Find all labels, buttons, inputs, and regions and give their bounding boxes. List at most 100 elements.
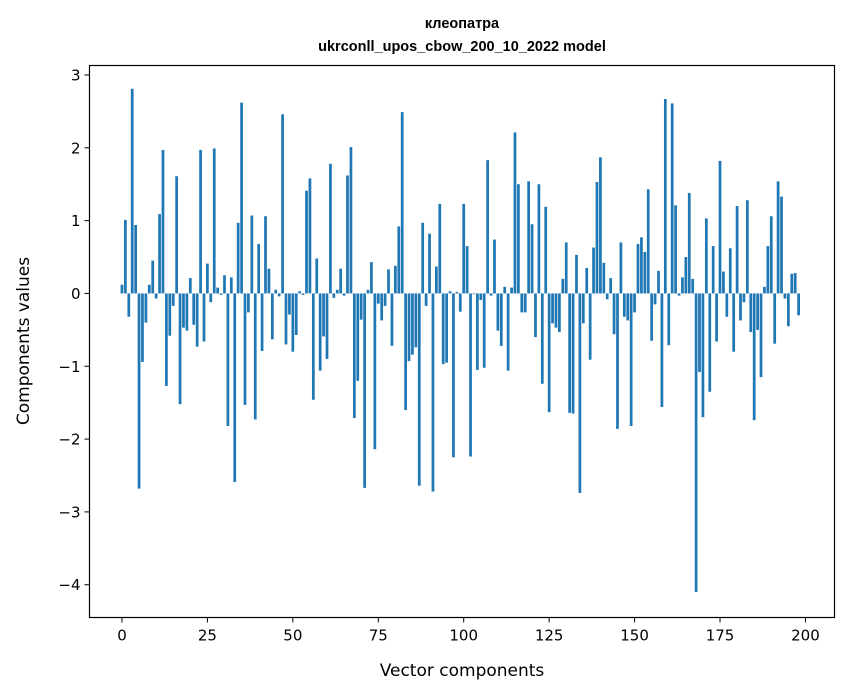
bar [739,293,742,321]
bar [575,254,578,294]
bar [619,242,623,294]
bar [424,293,428,306]
bar [499,293,503,346]
x-tick-label: 175 [706,627,735,645]
bar [588,293,592,360]
bar [732,293,736,352]
bar [458,293,462,312]
bar [332,293,336,298]
bar [616,293,619,429]
bar [571,293,575,414]
x-tick-label: 150 [620,627,649,645]
bar [441,293,445,365]
bar [315,258,319,294]
bar [373,293,377,450]
bar [694,293,698,593]
bar [397,226,401,294]
y-tick-label: 3 [71,66,81,84]
bar [366,289,370,294]
bar [520,293,524,313]
bar [134,224,137,294]
bar [780,196,783,294]
y-tick-label: −1 [58,358,80,376]
bar [308,178,312,294]
bar [376,293,380,304]
bar [199,149,202,294]
bar [411,293,414,355]
bar [206,263,209,294]
bar [653,293,657,305]
bar [544,206,548,294]
bar [728,248,732,294]
bar [431,293,435,492]
bar [517,184,520,294]
bar [407,293,411,362]
bar [182,293,185,328]
x-axis-label: Vector components [380,661,545,681]
bar [387,269,390,294]
bar [701,293,705,418]
bar [585,267,589,294]
x-axis: 0 25 50 75 100 125 150 175 200 [117,617,820,645]
bar [503,286,507,294]
bar [715,293,718,342]
bar [763,286,766,294]
bar [578,293,582,493]
bar [236,222,240,294]
bar [435,266,438,294]
bar [151,260,155,294]
y-tick-label: 0 [71,285,81,303]
bar [288,293,291,315]
bar [294,293,298,335]
bar [363,293,366,488]
bar [339,268,343,294]
bar [147,284,151,294]
bar [335,289,339,294]
bar [178,293,182,405]
x-tick-label: 200 [791,627,820,645]
bar [383,293,387,306]
bar [120,284,124,294]
bar [274,289,278,294]
bar [670,103,674,294]
bar [219,293,223,295]
bar [547,293,551,413]
bar [561,278,565,294]
bar [247,293,250,313]
bar [318,293,322,371]
bar [479,293,483,300]
bar [414,293,418,348]
bar [787,293,790,327]
bar [216,287,220,294]
bar [595,182,599,294]
bar [195,293,199,347]
bar [346,175,349,294]
bar [745,200,749,294]
bar [691,278,695,294]
bar [756,293,759,330]
bar [212,148,216,294]
y-axis-label: Components values [14,257,34,425]
bar [192,293,196,325]
bar [370,262,373,294]
bar [185,293,189,331]
bar [349,147,353,294]
bar [636,243,640,294]
bar [783,293,787,299]
bar [534,293,537,338]
bar [462,203,466,294]
bar [421,222,425,294]
bar [551,293,554,324]
bar [393,265,397,294]
y-tick-label: 1 [71,212,81,230]
bar [704,218,708,294]
bar [646,189,650,294]
bar [681,277,684,294]
bar [301,293,305,295]
bar [209,293,213,303]
bar [493,239,496,294]
bar [188,278,192,294]
bar [486,160,489,294]
bar [165,293,168,386]
